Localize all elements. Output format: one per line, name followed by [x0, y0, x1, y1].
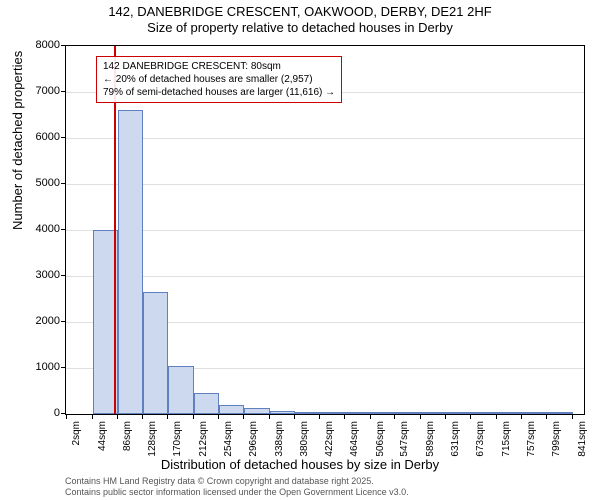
x-tick-mark: [546, 415, 547, 419]
x-tick-mark: [521, 415, 522, 419]
x-tick-mark: [269, 415, 270, 419]
histogram-bar: [395, 412, 420, 414]
histogram-bar: [421, 412, 446, 414]
histogram-bar: [270, 411, 295, 414]
histogram-bar: [497, 412, 522, 414]
x-tick-mark: [420, 415, 421, 419]
y-tick-label: 3000: [10, 269, 60, 281]
y-tick-label: 8000: [10, 39, 60, 51]
caption: Contains HM Land Registry data © Crown c…: [65, 476, 409, 498]
x-tick-mark: [167, 415, 168, 419]
y-tick-label: 6000: [10, 131, 60, 143]
gridline: [66, 276, 584, 277]
plot-area: 142 DANEBRIDGE CRESCENT: 80sqm ← 20% of …: [65, 45, 585, 415]
histogram-chart: 142, DANEBRIDGE CRESCENT, OAKWOOD, DERBY…: [0, 0, 600, 500]
x-tick-mark: [344, 415, 345, 419]
histogram-bar: [371, 412, 396, 414]
x-tick-mark: [294, 415, 295, 419]
x-tick-mark: [445, 415, 446, 419]
x-tick-mark: [142, 415, 143, 419]
x-axis-label: Distribution of detached houses by size …: [0, 457, 600, 472]
histogram-bar: [446, 412, 471, 414]
gridline: [66, 138, 584, 139]
x-tick-mark: [92, 415, 93, 419]
x-tick-mark: [394, 415, 395, 419]
x-tick-mark: [193, 415, 194, 419]
annotation-line3: 79% of semi-detached houses are larger (…: [103, 86, 335, 99]
x-tick-mark: [319, 415, 320, 419]
y-tick-label: 1000: [10, 361, 60, 373]
x-tick-mark: [496, 415, 497, 419]
x-tick-mark: [117, 415, 118, 419]
x-tick-mark: [218, 415, 219, 419]
histogram-bar: [547, 412, 572, 414]
annotation-line2: ← 20% of detached houses are smaller (2,…: [103, 73, 335, 86]
caption-line1: Contains HM Land Registry data © Crown c…: [65, 476, 409, 487]
y-tick-label: 2000: [10, 315, 60, 327]
x-tick-mark: [470, 415, 471, 419]
annotation-box: 142 DANEBRIDGE CRESCENT: 80sqm ← 20% of …: [96, 56, 342, 103]
y-tick-label: 5000: [10, 177, 60, 189]
histogram-bar: [471, 412, 496, 414]
gridline: [66, 184, 584, 185]
x-tick-mark: [243, 415, 244, 419]
histogram-bar: [194, 393, 219, 414]
annotation-line1: 142 DANEBRIDGE CRESCENT: 80sqm: [103, 60, 335, 73]
gridline: [66, 230, 584, 231]
histogram-bar: [244, 408, 269, 414]
histogram-bar: [118, 110, 143, 414]
histogram-bar: [143, 292, 168, 414]
x-tick-mark: [572, 415, 573, 419]
chart-title-line2: Size of property relative to detached ho…: [0, 20, 600, 35]
histogram-bar: [219, 405, 244, 414]
y-tick-label: 0: [10, 407, 60, 419]
histogram-bar: [345, 412, 370, 414]
y-tick-label: 7000: [10, 85, 60, 97]
histogram-bar: [522, 412, 547, 414]
x-tick-mark: [370, 415, 371, 419]
histogram-bar: [320, 412, 345, 414]
histogram-bar: [295, 412, 320, 414]
y-tick-label: 4000: [10, 223, 60, 235]
x-tick-mark: [66, 415, 67, 419]
caption-line2: Contains public sector information licen…: [65, 487, 409, 498]
chart-title-line1: 142, DANEBRIDGE CRESCENT, OAKWOOD, DERBY…: [0, 4, 600, 19]
histogram-bar: [168, 366, 193, 414]
